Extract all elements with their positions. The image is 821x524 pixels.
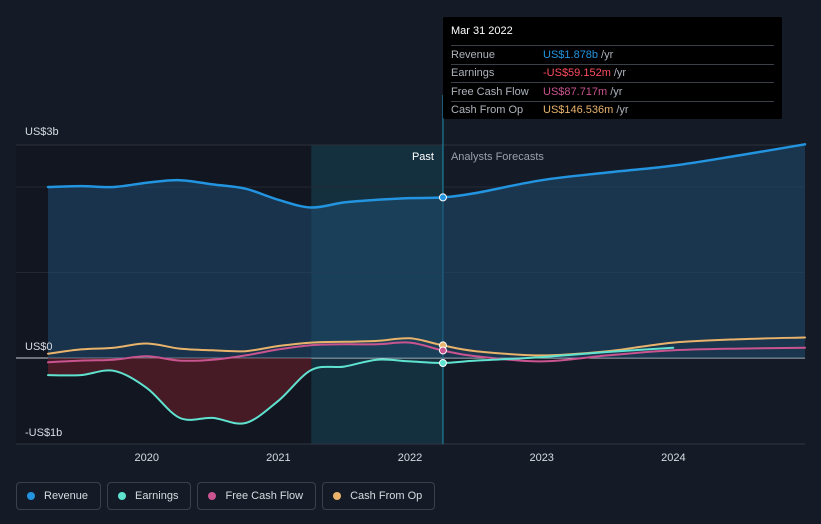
legend-item-cash-from-op[interactable]: Cash From Op — [322, 482, 436, 510]
tooltip-row-name: Free Cash Flow — [451, 85, 529, 98]
tooltip-row: Earnings -US$59.152m/yr — [451, 65, 774, 83]
past-label: Past — [412, 151, 434, 163]
tooltip-row-unit: /yr — [601, 48, 614, 61]
revenue-marker — [438, 193, 447, 202]
legend: Revenue Earnings Free Cash Flow Cash From O… — [16, 482, 436, 510]
earnings-negative-area — [48, 358, 312, 424]
legend-item-free-cash-flow[interactable]: Free Cash Flow — [197, 482, 317, 510]
legend-label: Cash From Op — [350, 490, 423, 502]
tooltip-row-value: -US$59.152m — [543, 67, 611, 80]
tooltip-rows: Revenue US$1.878b/yr Earnings -US$59.152m/y… — [451, 46, 774, 119]
legend-item-revenue[interactable]: Revenue — [16, 482, 102, 510]
tooltip-row-name: Revenue — [451, 48, 496, 61]
y-label: US$0 — [25, 341, 53, 353]
tooltip-row-name: Earnings — [451, 67, 495, 80]
x-tick-label: 2020 — [134, 452, 158, 464]
tooltip-row: Cash From Op US$146.536m/yr — [451, 102, 774, 120]
legend-dot-icon — [208, 492, 217, 500]
tooltip-row: Free Cash Flow US$87.717m/yr — [451, 83, 774, 102]
legend-label: Earnings — [135, 490, 179, 502]
revenue-line — [46, 143, 807, 209]
tooltip-row-unit: /yr — [616, 104, 629, 117]
tooltip-row-unit: /yr — [613, 67, 627, 80]
legend-dot-icon — [118, 492, 127, 500]
x-tick-label: 2022 — [398, 452, 422, 464]
legend-label: Free Cash Flow — [225, 490, 304, 502]
legend-label: Revenue — [44, 490, 89, 502]
free-cash-flow-marker — [438, 346, 447, 355]
x-tick-label: 2024 — [661, 452, 685, 464]
tooltip-row-value: US$87.717m — [543, 85, 608, 98]
area-fills — [48, 144, 805, 424]
tooltip-row: Revenue US$1.878b/yr — [451, 46, 774, 65]
tooltip-row-value: US$146.536m — [543, 104, 614, 117]
legend-dot-icon — [27, 492, 35, 500]
legend-dot-icon — [333, 492, 342, 500]
tooltip: Mar 31 2022 Revenue US$1.878b/yr Earnings -… — [443, 17, 782, 119]
tooltip-date: Mar 31 2022 — [451, 23, 774, 46]
x-tick-label: 2023 — [529, 452, 553, 464]
earnings-marker — [438, 359, 447, 368]
free-cash-flow-line — [47, 341, 806, 364]
x-tick-label: 2021 — [266, 452, 290, 464]
y-label: US$3b — [25, 126, 59, 138]
forecast-label: Analysts Forecasts — [451, 151, 544, 163]
legend-item-earnings[interactable]: Earnings — [107, 482, 192, 510]
tooltip-row-value: US$1.878b — [543, 48, 599, 61]
hover-markers — [438, 193, 447, 368]
earnings-line — [47, 346, 675, 425]
revenue-area — [48, 144, 805, 358]
series-lines — [46, 143, 807, 425]
tooltip-row-name: Cash From Op — [451, 104, 524, 117]
axis-labels: US$3b US$0 -US$1b 2020 2021 2022 2023 2024 Past A… — [25, 126, 686, 464]
cash-from-op-line — [47, 336, 806, 357]
tooltip-row-unit: /yr — [610, 85, 623, 98]
y-label: -US$1b — [25, 427, 62, 439]
